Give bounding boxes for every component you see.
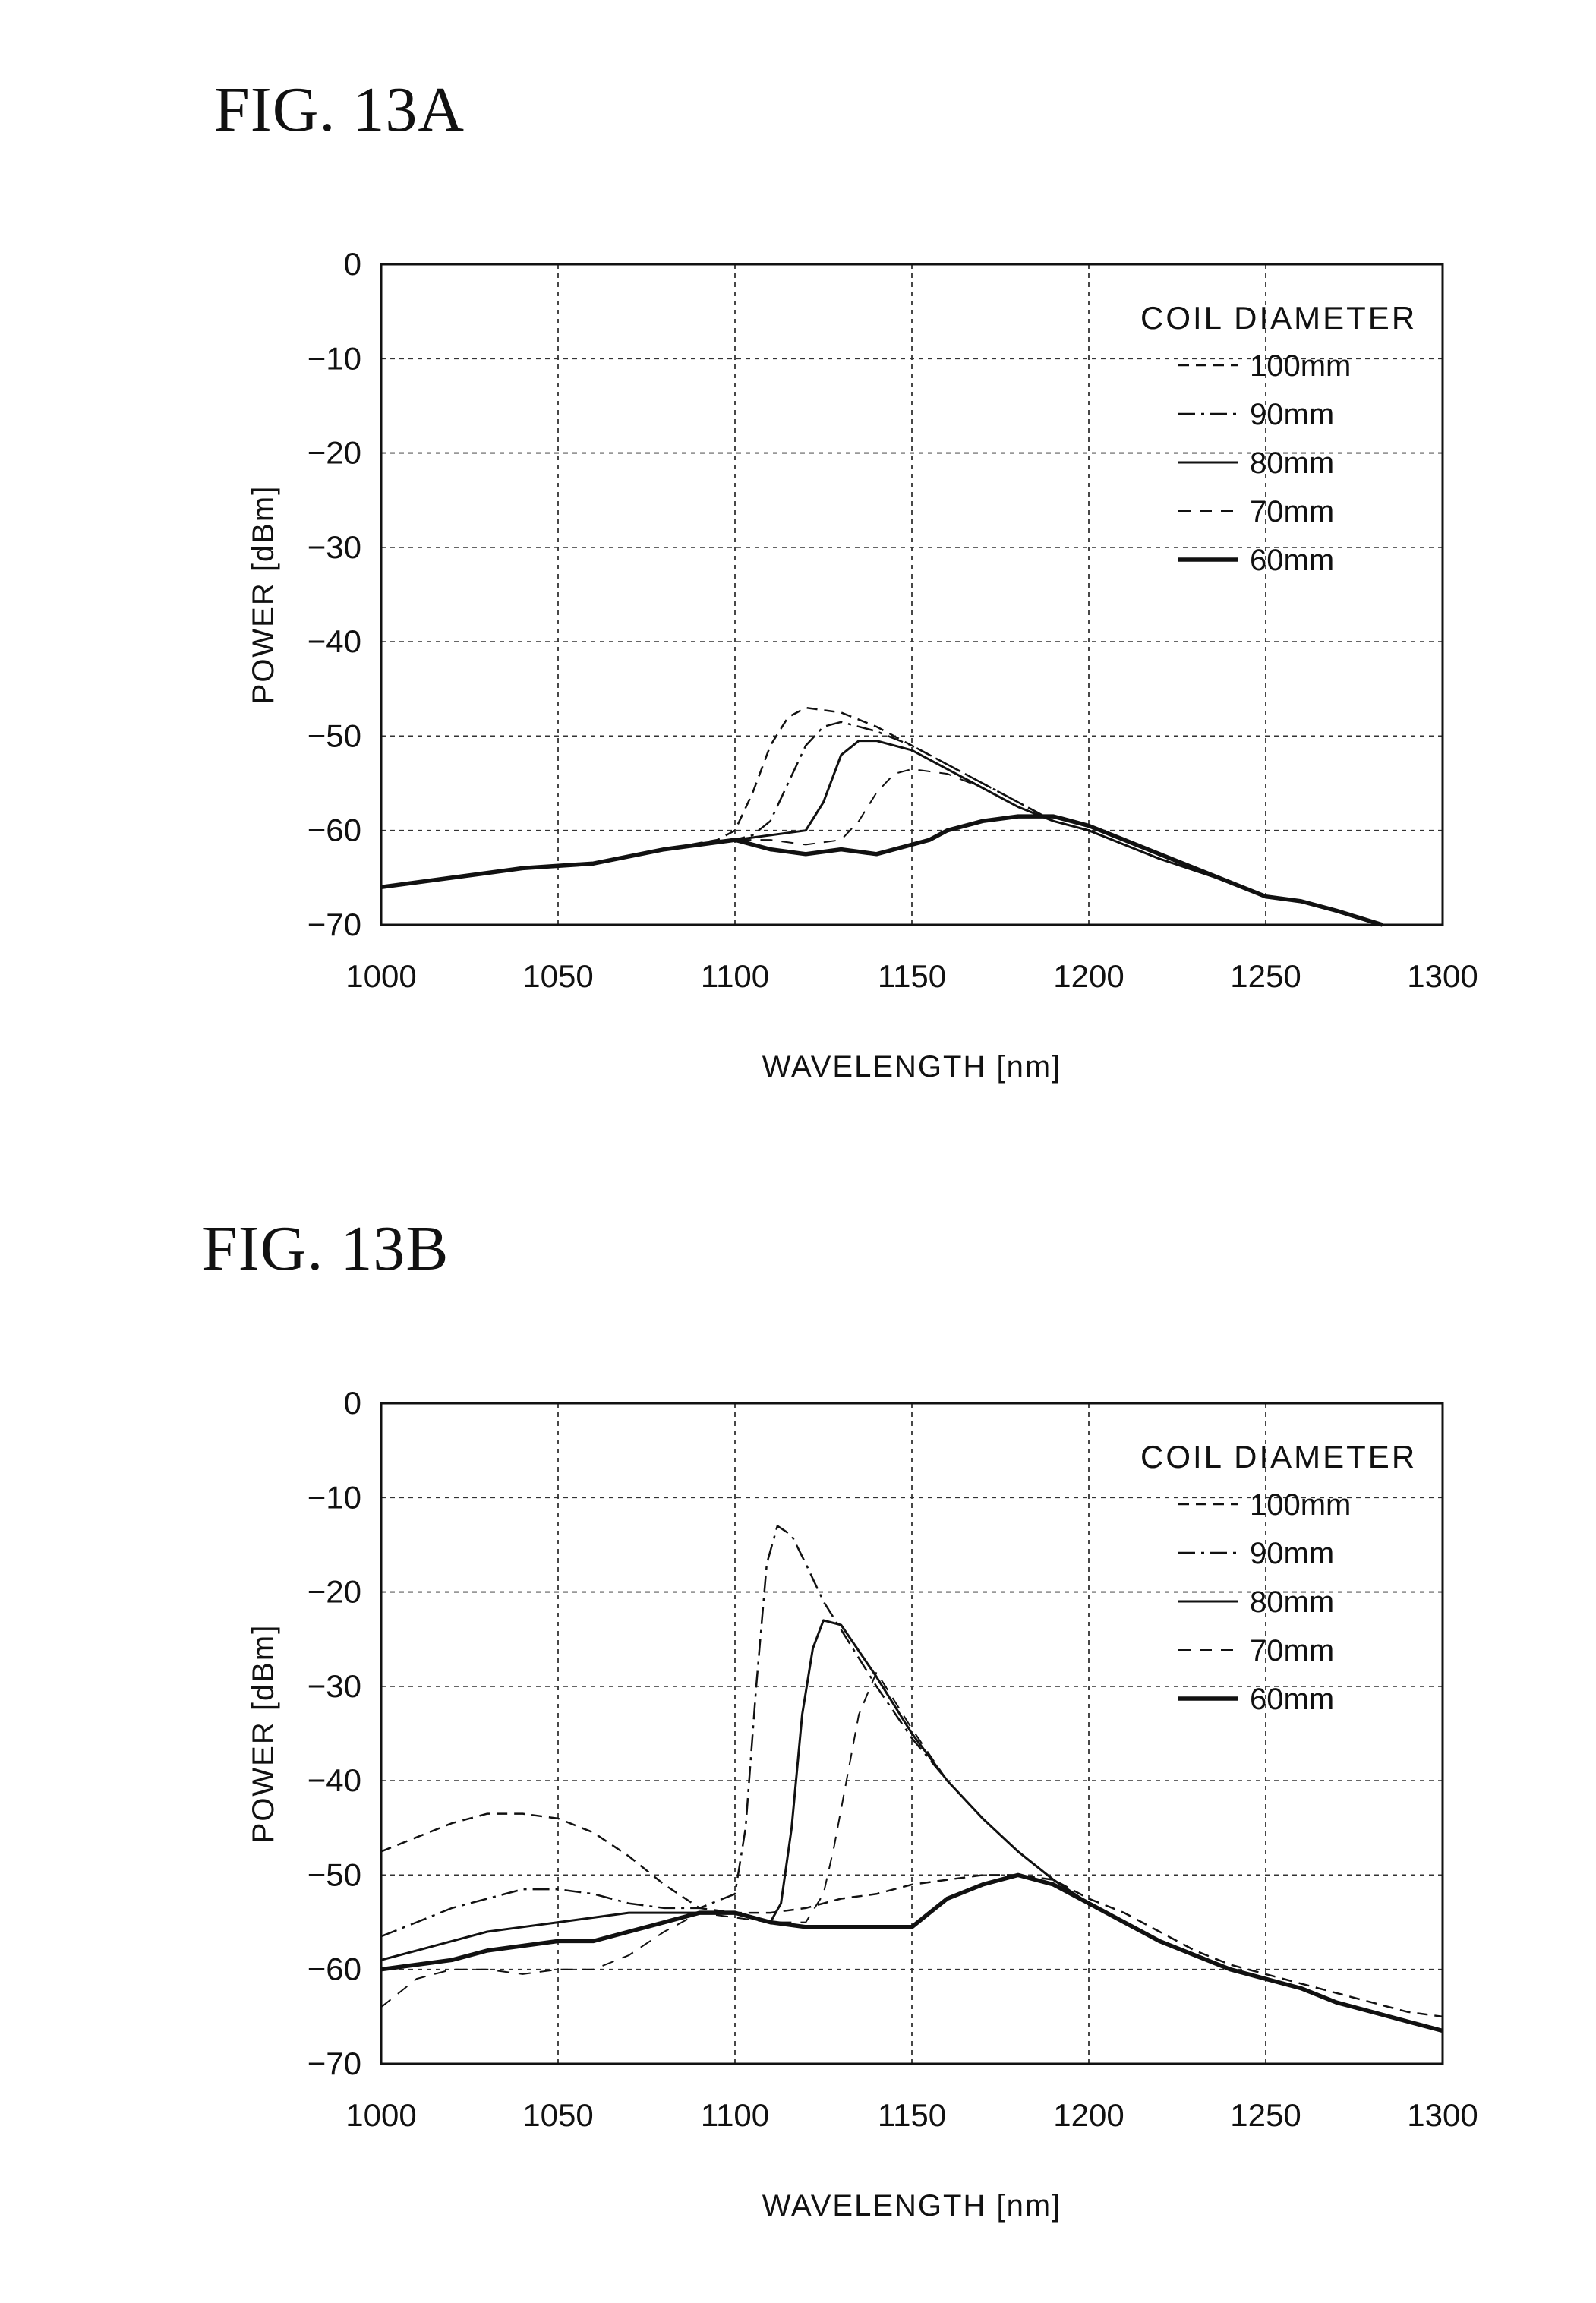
c1-legend-title: COIL DIAMETER [1140,1439,1417,1475]
c0-y-tick-label: −30 [308,529,361,565]
c0-y-tick-label: −10 [308,340,361,376]
c0-legend-title: COIL DIAMETER [1140,300,1417,336]
c1-y-tick-label: −70 [308,2046,361,2081]
c1-legend-label-60mm: 60mm [1250,1683,1334,1716]
c0-x-tick-label: 1100 [701,958,769,994]
c1-y-tick-label: −30 [308,1668,361,1704]
figure-title-13a: FIG. 13A [214,73,465,147]
c0-y-tick-label: −70 [308,907,361,942]
c1-x-tick-label: 1250 [1230,2097,1301,2133]
c1-legend-label-70mm: 70mm [1250,1634,1334,1667]
c0-series-line-60mm [381,816,1383,925]
c1-legend-label-80mm: 80mm [1250,1585,1334,1619]
c0-y-tick-label: −60 [308,812,361,848]
c0-series-line-90mm [381,722,1383,925]
c1-x-tick-label: 1100 [701,2097,769,2133]
c0-y-tick-label: −20 [308,435,361,471]
c0-legend-label-100mm: 100mm [1250,349,1351,383]
c0-x-tick-label: 1200 [1053,958,1124,994]
c0-legend-label-80mm: 80mm [1250,446,1334,480]
c1-y-tick-label: −40 [308,1762,361,1798]
c1-x-tick-label: 1150 [878,2097,946,2133]
c0-y-tick-label: 0 [344,246,361,282]
c1-x-axis-label: WAVELENGTH [nm] [762,2189,1062,2223]
c1-x-tick-label: 1000 [345,2097,416,2133]
figure-title-13b: FIG. 13B [202,1212,449,1286]
c1-y-tick-label: −50 [308,1857,361,1892]
c1-legend-label-90mm: 90mm [1250,1537,1334,1570]
c1-y-tick-label: −20 [308,1574,361,1610]
chart-13a: 1000 1050 1100 1150 1200 1250 1300 0 −10 −20 −30 −4… [0,228,1596,1124]
c0-x-tick-label: 1150 [878,958,946,994]
c1-x-tick-label: 1300 [1407,2097,1478,2133]
c0-y-axis-label: POWER [dBm] [247,485,280,705]
c1-y-axis-label: POWER [dBm] [247,1624,280,1844]
c0-x-tick-label: 1050 [522,958,593,994]
c0-y-tick-label: −50 [308,718,361,753]
c0-x-tick-label: 1300 [1407,958,1478,994]
c1-y-tick-label: −60 [308,1951,361,1987]
c1-legend-label-100mm: 100mm [1250,1488,1351,1522]
c0-legend-label-90mm: 90mm [1250,398,1334,431]
c0-x-tick-label: 1000 [345,958,416,994]
c1-y-tick-label: −10 [308,1479,361,1515]
chart-13b: 1000 1050 1100 1150 1200 1250 1300 0 −10 −20 −30 −4… [0,1367,1596,2263]
c0-x-tick-label: 1250 [1230,958,1301,994]
c1-y-tick-label: 0 [344,1385,361,1421]
c0-series-line-80mm [381,741,1383,925]
c0-x-axis-label: WAVELENGTH [nm] [762,1050,1062,1084]
c0-y-tick-label: −40 [308,623,361,659]
c1-x-tick-label: 1200 [1053,2097,1124,2133]
c0-legend-label-70mm: 70mm [1250,495,1334,528]
c0-series-line-100mm [381,708,1383,925]
c0-legend-label-60mm: 60mm [1250,544,1334,577]
c1-x-tick-label: 1050 [522,2097,593,2133]
c0-series-line-70mm [381,769,1383,925]
